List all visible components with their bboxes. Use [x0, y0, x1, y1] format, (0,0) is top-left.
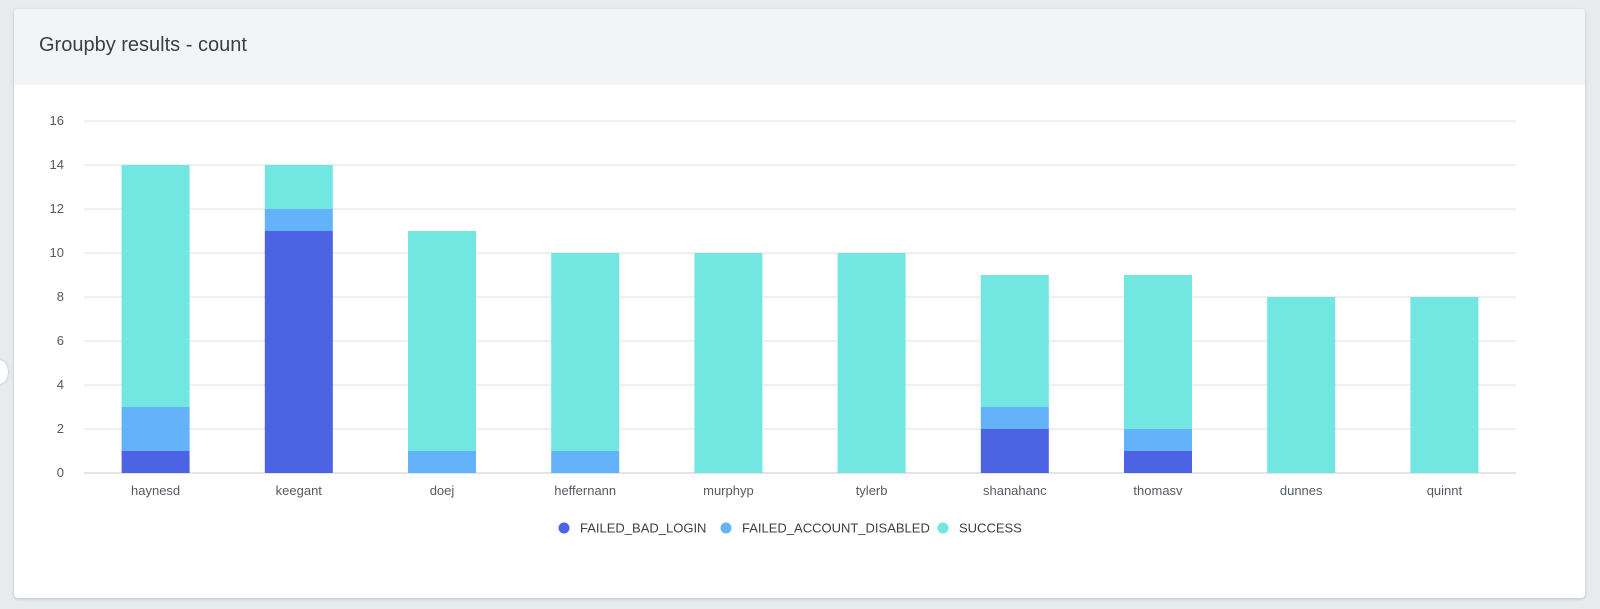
x-tick-label: keegant: [276, 483, 323, 498]
bar-segment: [1124, 451, 1192, 473]
y-tick-label: 0: [57, 465, 64, 480]
legend-label: FAILED_ACCOUNT_DISABLED: [742, 521, 930, 536]
x-tick-label: doej: [430, 483, 455, 498]
y-tick-label: 10: [50, 245, 64, 260]
bar-segment: [1124, 275, 1192, 429]
y-tick-label: 8: [57, 289, 64, 304]
legend-marker: [558, 522, 570, 534]
y-tick-label: 6: [57, 333, 64, 348]
bar-segment: [264, 209, 333, 231]
y-tick-label: 16: [50, 113, 64, 128]
bar-segment: [551, 253, 620, 451]
card-title: Groupby results - count: [39, 34, 247, 56]
legend-label: SUCCESS: [959, 521, 1022, 536]
bar-segment: [1124, 429, 1192, 451]
x-tick-label: shanahanc: [983, 483, 1047, 498]
x-tick-label: dunnes: [1280, 483, 1323, 498]
bar-segment: [694, 253, 763, 473]
y-axis-ticks: 0 2 4 6 8 10 12 14 16: [50, 113, 64, 480]
x-tick-label: tylerb: [856, 483, 888, 498]
bar-segment: [1267, 297, 1336, 473]
stacked-bar-chart: 0 2 4 6 8 10 12 14 16 haynesd keegant doej hefferna…: [50, 113, 1516, 536]
legend: FAILED_BAD_LOGIN FAILED_ACCOUNT_DISABLED S…: [558, 521, 1022, 536]
bar-segment: [408, 451, 476, 473]
x-tick-label: haynesd: [131, 483, 180, 498]
bar-segment: [551, 451, 620, 473]
bar-segment: [980, 275, 1049, 407]
bar-segment: [121, 407, 190, 451]
x-axis-ticks: haynesd keegant doej heffernann murphyp tyler…: [131, 483, 1462, 498]
bar-segment: [264, 231, 333, 473]
x-tick-label: quinnt: [1427, 483, 1463, 498]
bars: [121, 165, 1479, 473]
bar-segment: [980, 429, 1049, 473]
legend-marker: [720, 522, 732, 534]
y-tick-label: 4: [57, 377, 64, 392]
y-tick-label: 14: [50, 157, 64, 172]
x-tick-label: heffernann: [554, 483, 616, 498]
y-tick-label: 12: [50, 201, 64, 216]
side-panel-handle[interactable]: [0, 360, 8, 384]
chart-card: Groupby results - count 0 2 4 6 8 10 12 14 16 ha…: [14, 9, 1585, 598]
bar-segment: [1410, 297, 1479, 473]
bar-segment: [264, 165, 333, 209]
bar-segment: [980, 407, 1049, 429]
bar-segment: [408, 231, 476, 451]
x-tick-label: thomasv: [1133, 483, 1183, 498]
y-tick-label: 2: [57, 421, 64, 436]
x-tick-label: murphyp: [703, 483, 754, 498]
card-header: Groupby results - count: [14, 9, 1585, 85]
legend-label: FAILED_BAD_LOGIN: [580, 521, 706, 536]
bar-segment: [837, 253, 906, 473]
legend-marker: [937, 522, 949, 534]
bar-segment: [121, 451, 190, 473]
bar-segment: [121, 165, 190, 407]
